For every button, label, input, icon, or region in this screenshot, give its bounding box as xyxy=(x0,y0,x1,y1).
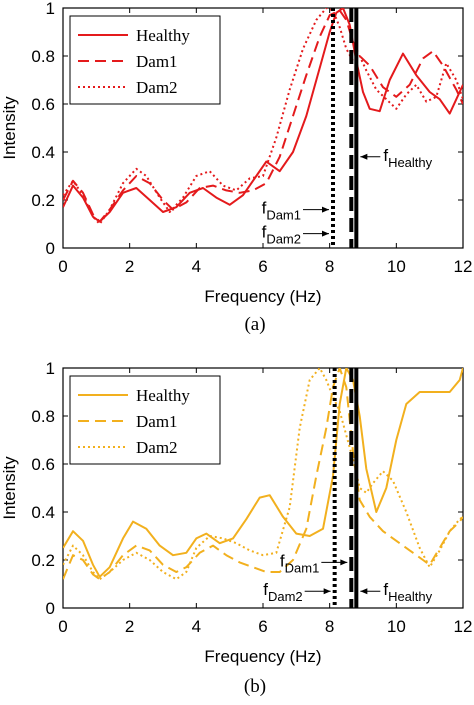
y-tick-label: 0.2 xyxy=(31,551,55,570)
y-axis-label: Intensity xyxy=(0,96,19,160)
y-tick-label: 0.6 xyxy=(31,455,55,474)
x-tick-label: 10 xyxy=(387,257,406,276)
x-tick-label: 10 xyxy=(387,617,406,636)
series-line-dam2 xyxy=(63,8,463,225)
y-tick-label: 0.4 xyxy=(31,143,55,162)
x-tick-label: 0 xyxy=(58,257,67,276)
y-tick-label: 0.4 xyxy=(31,503,55,522)
annotation-subscript: Dam1 xyxy=(285,560,320,575)
x-tick-label: 12 xyxy=(454,257,473,276)
legend-entry-dam2: Dam2 xyxy=(136,438,178,457)
annotation-arrowhead xyxy=(322,206,329,213)
series-line-dam1 xyxy=(63,368,463,581)
annotation-subscript: Dam1 xyxy=(266,208,301,223)
series-line-dam2 xyxy=(63,368,463,581)
y-tick-label: 0.2 xyxy=(31,191,55,210)
panel-label: (a) xyxy=(244,314,265,335)
annotation-main: f xyxy=(383,580,388,599)
y-axis-label: Intensity xyxy=(0,456,19,520)
annotation-label: fDam1 xyxy=(280,551,319,575)
y-tick-label: 1 xyxy=(46,0,55,18)
legend-entry-healthy: Healthy xyxy=(136,26,190,45)
annotation-main: f xyxy=(262,199,267,218)
annotation-subscript: Healthy xyxy=(388,589,433,604)
panel-label: (b) xyxy=(244,676,266,697)
y-tick-label: 1 xyxy=(46,359,55,378)
y-tick-label: 0 xyxy=(46,599,55,618)
y-tick-label: 0.8 xyxy=(31,407,55,426)
series-line-healthy xyxy=(63,8,463,223)
annotation-label: fHealthy xyxy=(383,580,432,604)
legend-entry-healthy: Healthy xyxy=(136,386,190,405)
chart-panel-a: 0 2 4 6 8 10 12 0 0.2 0.4 0.6 0.8 1 Frequency (Hz) Int… xyxy=(0,0,472,335)
annotation-main: f xyxy=(383,146,388,165)
x-tick-label: 0 xyxy=(58,617,67,636)
annotation-label: fDam1 xyxy=(262,199,301,223)
series-line-healthy xyxy=(63,368,463,578)
annotation-arrowhead xyxy=(322,230,329,237)
annotation-main: f xyxy=(262,223,267,242)
y-tick-label: 0.6 xyxy=(31,95,55,114)
annotation-subscript: Healthy xyxy=(388,155,433,170)
series-line-dam1 xyxy=(63,9,463,223)
x-tick-label: 8 xyxy=(325,257,334,276)
legend-entry-dam1: Dam1 xyxy=(136,412,178,431)
annotation-main: f xyxy=(263,580,268,599)
chart-panel-b: 0 2 4 6 8 10 12 0 0.2 0.4 0.6 0.8 1 Frequency (Hz) Int… xyxy=(0,359,472,697)
annotation-label: fDam2 xyxy=(263,580,302,604)
annotation-label: fDam2 xyxy=(262,223,301,247)
x-tick-label: 8 xyxy=(325,617,334,636)
annotation-subscript: Dam2 xyxy=(268,589,303,604)
annotation-main: f xyxy=(280,551,285,570)
x-axis-label: Frequency (Hz) xyxy=(204,287,321,306)
x-tick-label: 2 xyxy=(125,257,134,276)
x-tick-label: 6 xyxy=(258,257,267,276)
x-tick-label: 12 xyxy=(454,617,473,636)
annotation-label: fHealthy xyxy=(383,146,432,170)
x-axis-label: Frequency (Hz) xyxy=(204,647,321,666)
annotation-arrowhead xyxy=(360,588,368,595)
legend-entry-dam2: Dam2 xyxy=(136,78,178,97)
annotation-arrowhead xyxy=(340,559,348,566)
legend-entry-dam1: Dam1 xyxy=(136,52,178,71)
x-tick-label: 2 xyxy=(125,617,134,636)
annotation-arrowhead xyxy=(323,588,331,595)
annotation-subscript: Dam2 xyxy=(266,232,301,247)
y-tick-label: 0 xyxy=(46,239,55,258)
x-tick-label: 4 xyxy=(192,617,201,636)
y-tick-label: 0.8 xyxy=(31,47,55,66)
annotation-arrowhead xyxy=(360,153,368,160)
x-tick-label: 4 xyxy=(192,257,201,276)
x-tick-label: 6 xyxy=(258,617,267,636)
